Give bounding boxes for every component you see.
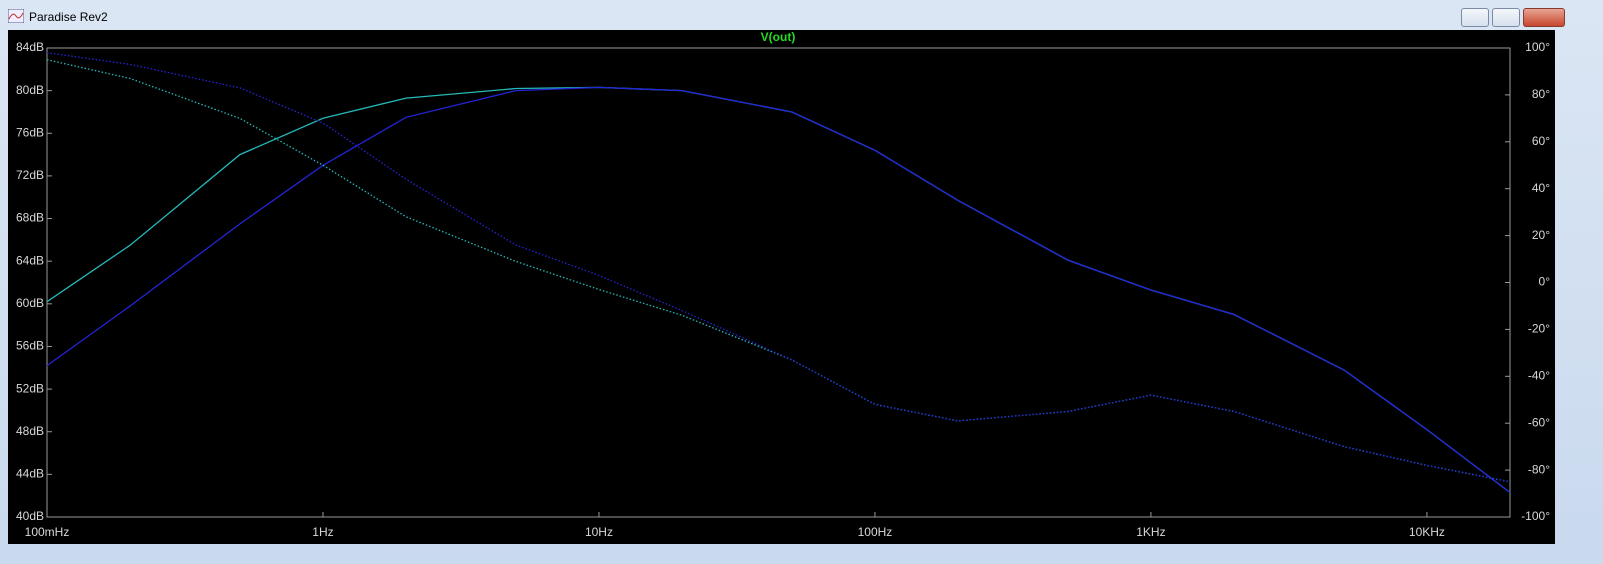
y-tick-label: 84dB [16,40,44,54]
y-tick-label: 80dB [16,83,44,97]
y2-tick-label: -60° [1528,415,1550,429]
y2-tick-label: 0° [1539,275,1551,289]
minimize-button[interactable] [1461,8,1489,27]
y-tick-label: 48dB [16,424,44,438]
y2-tick-label: 40° [1532,181,1550,195]
y2-tick-label: 20° [1532,228,1550,242]
y2-tick-label: 80° [1532,87,1550,101]
y-tick-label: 56dB [16,339,44,353]
y2-tick-label: 100° [1525,40,1550,54]
y2-tick-label: -80° [1528,462,1550,476]
x-tick-label: 1Hz [312,525,333,539]
close-button[interactable] [1523,8,1565,27]
y-tick-label: 44dB [16,467,44,481]
y2-tick-label: 60° [1532,134,1550,148]
maximize-button[interactable] [1492,8,1520,27]
phase-line [46,52,1511,483]
y-tick-label: 40dB [16,509,44,523]
y2-tick-label: -40° [1528,368,1550,382]
x-tick-label: 100mHz [25,525,70,539]
y-tick-label: 72dB [16,168,44,182]
y-tick-label: 68dB [16,211,44,225]
magnitude-line [46,86,1511,494]
y-tick-label: 76dB [16,125,44,139]
y-tick-label: 52dB [16,381,44,395]
chart-title: V(out) [761,30,796,44]
y-tick-label: 60dB [16,296,44,310]
x-tick-label: 1KHz [1136,525,1165,539]
title-bar: Paradise Rev2 [0,0,1603,32]
x-tick-label: 100Hz [858,525,893,539]
y2-tick-label: -20° [1528,322,1550,336]
x-tick-label: 10KHz [1409,525,1445,539]
app-icon [8,9,24,23]
x-tick-label: 10Hz [585,525,613,539]
y-tick-label: 64dB [16,253,44,267]
y2-tick-label: -100° [1521,509,1550,523]
plot-background [8,30,1555,544]
window-title: Paradise Rev2 [29,10,108,24]
